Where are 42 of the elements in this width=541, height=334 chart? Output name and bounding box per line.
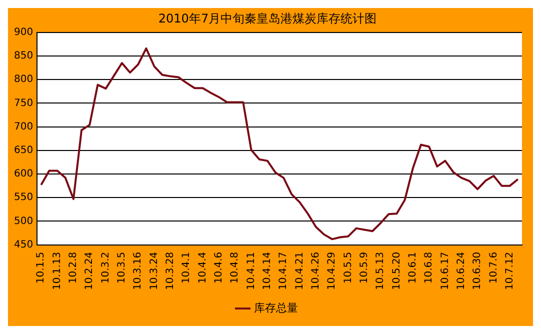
legend-label: 库存总量 (254, 301, 298, 314)
x-tick-label: 10.4.29 (326, 252, 338, 290)
x-tick-label: 10.3.28 (165, 252, 176, 290)
x-tick-label: 10.1.5 (36, 252, 47, 284)
x-tick-label: 10.7.12 (504, 252, 516, 290)
x-tick-label: 10.5.9 (358, 252, 370, 284)
x-tick-label: 10.4.6 (214, 252, 225, 284)
x-tick-label: 10.5.13 (375, 252, 386, 290)
y-tick-label: 750 (14, 98, 34, 109)
x-tick-label: 10.2.8 (68, 252, 80, 284)
x-tick-label: 10.2.24 (84, 252, 96, 290)
x-tick-label: 10.7.6 (488, 252, 500, 284)
x-tick-label: 10.4.21 (294, 252, 306, 290)
x-tick-label: 10.5.5 (342, 252, 354, 284)
x-tick-label: 10.4.14 (262, 252, 273, 290)
y-tick-label: 500 (14, 216, 34, 227)
x-tick-label: 10.6.17 (440, 252, 451, 290)
x-tick-label: 10.5.20 (391, 252, 402, 290)
x-tick-label: 10.4.1 (181, 252, 192, 284)
x-tick-label: 10.6.8 (424, 252, 435, 284)
y-tick-label: 700 (14, 121, 34, 132)
x-tick-label: 10.3.5 (116, 252, 128, 284)
y-tick-label: 450 (14, 239, 34, 250)
y-tick-label: 600 (14, 168, 34, 180)
x-tick-label: 10.3.24 (148, 252, 160, 290)
y-tick-label: 900 (14, 26, 34, 38)
x-tick-label: 10.4.11 (246, 252, 257, 290)
y-tick-label: 850 (14, 50, 34, 62)
y-tick-label: 550 (14, 192, 34, 204)
y-tick-label: 650 (14, 145, 34, 156)
x-tick-label: 10.4.17 (278, 252, 290, 290)
x-tick-label: 10.4.26 (310, 252, 322, 290)
x-tick-label: 10.3.16 (132, 252, 144, 290)
x-tick-label: 10.4.8 (230, 252, 241, 284)
x-tick-label: 10.4.4 (197, 252, 208, 284)
x-tick-label: 10.3.2 (100, 252, 112, 284)
y-tick-label: 800 (14, 74, 34, 86)
x-tick-label: 10.6.30 (472, 252, 484, 290)
chart-title: 2010年7月中旬秦皇岛港煤炭库存统计图 (158, 11, 377, 26)
x-tick-label: 10.1.13 (52, 252, 63, 290)
x-tick-label: 10.6.24 (456, 252, 467, 290)
x-tick-label: 10.6.1 (407, 252, 418, 284)
